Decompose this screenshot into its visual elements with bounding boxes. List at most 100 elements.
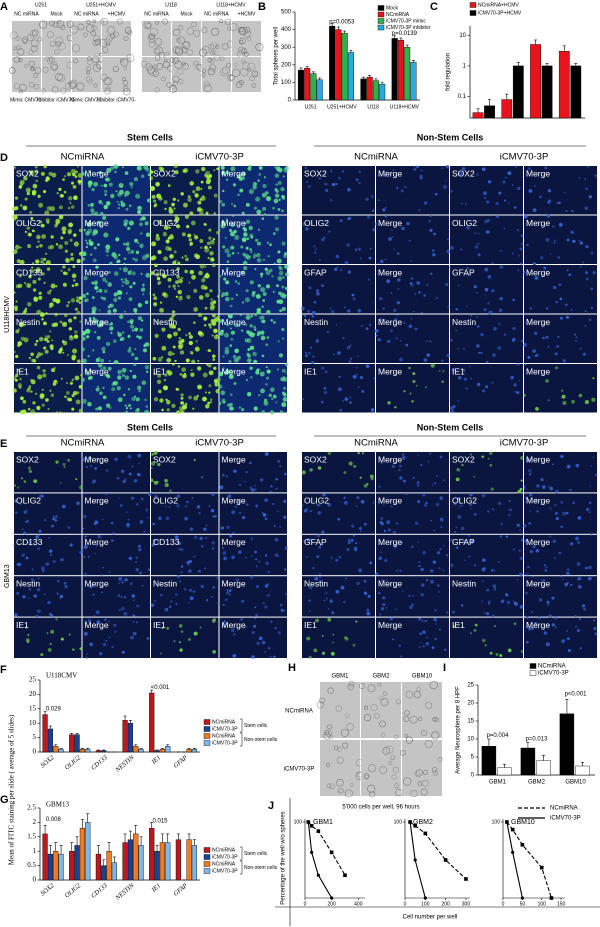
- cell: [218, 378, 221, 381]
- cell: [157, 280, 162, 285]
- cell: [252, 351, 257, 357]
- channel-label: Merge: [378, 496, 402, 506]
- cell: [188, 638, 191, 641]
- cell: [588, 565, 592, 570]
- cell: [23, 531, 27, 535]
- micrograph: [150, 263, 220, 314]
- cell: [237, 193, 240, 197]
- cell: [12, 376, 17, 381]
- cell: [327, 687, 334, 694]
- cell: [19, 246, 22, 249]
- micrograph-bg: [14, 364, 82, 413]
- cell: [382, 691, 388, 696]
- cell: [127, 320, 130, 324]
- cell: [408, 594, 411, 597]
- channel-label: CD133: [153, 267, 180, 277]
- cell: [239, 313, 242, 317]
- cell: [55, 460, 59, 464]
- cell: [109, 406, 112, 410]
- cell: [213, 328, 218, 334]
- bar: [85, 748, 91, 753]
- cell: [79, 320, 82, 323]
- cell: [517, 254, 520, 257]
- cell: [267, 583, 270, 586]
- cell: [184, 402, 188, 406]
- bar: [341, 32, 348, 101]
- cell: [278, 299, 284, 305]
- cell: [250, 314, 254, 318]
- cell: [91, 296, 95, 299]
- cell: [474, 623, 478, 627]
- cell: [176, 224, 181, 229]
- cell: [464, 559, 466, 562]
- cell: [272, 320, 276, 324]
- y-tick-label: 1.5: [27, 832, 36, 840]
- cell: [85, 245, 89, 249]
- cell: [232, 632, 236, 636]
- annotation: 0.029: [46, 706, 62, 712]
- cell: [528, 189, 533, 193]
- cell: [47, 648, 52, 652]
- channel-label: IE1: [153, 366, 166, 376]
- x-tick-label: GBM2: [528, 780, 546, 786]
- cell: [87, 354, 90, 358]
- cell: [55, 618, 58, 621]
- bar: [111, 862, 118, 881]
- point: [505, 820, 509, 824]
- cell: [207, 68, 215, 76]
- tile-label: NC miRNA: [144, 11, 169, 17]
- legend-swatch: [203, 861, 211, 867]
- cell: [93, 83, 98, 88]
- cell: [169, 57, 175, 63]
- bar: [165, 842, 171, 881]
- cell: [554, 511, 558, 515]
- cell: [234, 234, 240, 240]
- cell: [228, 374, 234, 380]
- cell: [416, 687, 421, 692]
- channel-label: OLIG2: [153, 496, 178, 506]
- cell: [39, 220, 43, 224]
- cell: [264, 605, 268, 609]
- cell: [102, 395, 107, 400]
- cell: [55, 285, 58, 288]
- bar: [154, 750, 160, 753]
- micrograph: [302, 364, 376, 413]
- cell: [242, 252, 246, 257]
- cell: [406, 221, 410, 226]
- cell: [227, 494, 232, 499]
- cell: [274, 627, 277, 630]
- cell: [520, 242, 524, 246]
- cell: [13, 484, 16, 487]
- cell: [455, 477, 460, 482]
- cell: [279, 526, 282, 528]
- cell: [377, 338, 381, 342]
- cell: [188, 334, 193, 339]
- micrograph: [449, 165, 523, 215]
- cell: [470, 377, 472, 380]
- micrograph: [376, 451, 449, 493]
- cell: [308, 286, 312, 290]
- cell: [412, 379, 416, 384]
- cell: [279, 309, 283, 313]
- cell: [455, 307, 459, 311]
- cell: [257, 308, 262, 312]
- cell: [404, 185, 407, 189]
- cell: [28, 469, 32, 473]
- cell: [439, 517, 444, 522]
- cell: [105, 639, 108, 642]
- cell: [316, 289, 319, 292]
- micrograph: [151, 362, 221, 415]
- cell: [163, 256, 168, 261]
- bar: [58, 853, 64, 881]
- cell: [132, 614, 135, 617]
- channel-label: SOX2: [153, 168, 176, 178]
- cell: [386, 520, 391, 524]
- cell: [390, 292, 393, 294]
- cell: [112, 31, 119, 38]
- micrograph-bg: [151, 534, 219, 576]
- cell: [261, 511, 264, 514]
- x-tick-label: 0: [502, 901, 505, 907]
- cell: [369, 561, 373, 565]
- cell: [224, 332, 229, 338]
- cell: [180, 276, 184, 280]
